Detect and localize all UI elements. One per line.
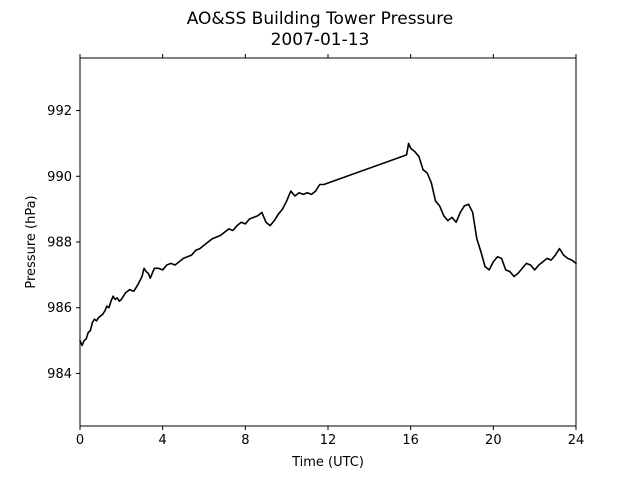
series-layer [79, 142, 577, 347]
x-tick-label: 8 [241, 433, 249, 448]
x-tick-label: 12 [320, 433, 337, 448]
x-tick-label: 0 [76, 433, 84, 448]
plot-frame [79, 57, 577, 427]
x-tick-label: 16 [402, 433, 419, 448]
plot-area [80, 58, 576, 426]
axis-ticks: 0 4 8 12 16 20 24 984 986 988 990 992 [47, 54, 584, 448]
y-tick-label: 990 [47, 170, 72, 185]
y-tick-label: 992 [47, 104, 72, 119]
y-tick-label: 986 [47, 301, 72, 316]
x-tick-label: 20 [485, 433, 502, 448]
chart-subtitle: 2007-01-13 [271, 30, 370, 50]
y-tick-label: 988 [47, 236, 72, 251]
x-tick-label: 4 [159, 433, 167, 448]
chart-title: AO&SS Building Tower Pressure [187, 9, 454, 29]
x-axis-label: Time (UTC) [291, 455, 364, 470]
y-axis-label: Pressure (hPa) [24, 195, 39, 288]
pressure-series-line [79, 142, 577, 347]
x-tick-label: 24 [568, 433, 585, 448]
y-tick-label: 984 [47, 367, 72, 382]
